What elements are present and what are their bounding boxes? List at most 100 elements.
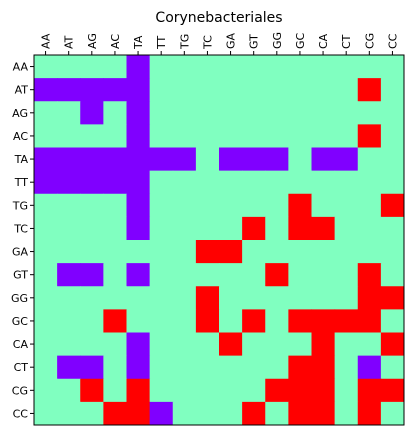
heatmap-cell-TT-GT xyxy=(242,170,266,195)
heatmap-cell-AA-AG xyxy=(80,55,104,79)
heatmap-cell-GC-CT xyxy=(334,309,359,333)
heatmap-cell-CT-GC xyxy=(288,355,312,380)
heatmap-cell-CT-TT xyxy=(149,355,174,380)
heatmap-cell-TC-CG xyxy=(357,216,382,241)
heatmap-cell-AA-CA xyxy=(311,55,336,79)
x-tick-label: AA xyxy=(40,33,53,49)
heatmap-cell-CT-AG xyxy=(80,355,104,380)
heatmap-cell-AC-CC xyxy=(380,124,405,148)
heatmap-cell-AC-TA xyxy=(126,124,151,148)
heatmap-cell-TG-AC xyxy=(103,193,127,218)
heatmap-cell-CA-TT xyxy=(149,332,174,357)
heatmap-cell-AT-CT xyxy=(334,78,359,102)
heatmap-cell-CC-TT xyxy=(149,401,174,426)
heatmap-cell-CC-TC xyxy=(195,401,220,426)
heatmap-cell-GA-AA xyxy=(34,240,58,264)
heatmap-cell-TT-GC xyxy=(288,170,312,195)
heatmap-cell-AA-TT xyxy=(149,55,174,79)
heatmap-cell-GC-TA xyxy=(126,309,151,333)
heatmap-cell-GT-AG xyxy=(80,263,104,287)
heatmap-cell-AT-GA xyxy=(219,78,243,102)
heatmap-cell-TT-AC xyxy=(103,170,127,195)
heatmap-cell-TA-CA xyxy=(311,147,336,172)
heatmap-cell-AA-CC xyxy=(380,55,405,79)
y-tick-label: CG xyxy=(12,384,28,397)
x-tick-label: TA xyxy=(132,35,145,50)
heatmap-cell-AA-GG xyxy=(265,55,289,79)
heatmap-cell-CC-GT xyxy=(242,401,266,426)
heatmap-cell-GC-AC xyxy=(103,309,127,333)
heatmap-cell-TC-CA xyxy=(311,216,336,241)
heatmap-cell-TC-GT xyxy=(242,216,266,241)
heatmap-cell-AT-AT xyxy=(57,78,81,102)
heatmap-cell-AT-TA xyxy=(126,78,151,102)
heatmap-cell-GC-GA xyxy=(219,309,243,333)
heatmap-cell-TA-TA xyxy=(126,147,151,172)
heatmap-cell-GC-AT xyxy=(57,309,81,333)
heatmap-cell-GC-GC xyxy=(288,309,312,333)
heatmap-cell-TG-TG xyxy=(172,193,197,218)
heatmap-cell-GT-GC xyxy=(288,263,312,287)
heatmap-cell-TG-AG xyxy=(80,193,104,218)
heatmap-cell-TG-GC xyxy=(288,193,312,218)
heatmap-cell-TG-GA xyxy=(219,193,243,218)
heatmap-cell-CC-GG xyxy=(265,401,289,426)
heatmap-cell-GT-TG xyxy=(172,263,197,287)
heatmap-cell-CG-GA xyxy=(219,378,243,403)
heatmap-cell-TA-GC xyxy=(288,147,312,172)
heatmap-cell-TA-AC xyxy=(103,147,127,172)
heatmap-cell-CT-TC xyxy=(195,355,220,380)
heatmap-cell-TG-TC xyxy=(195,193,220,218)
heatmap-cell-TG-AA xyxy=(34,193,58,218)
heatmap-cell-CT-CC xyxy=(380,355,405,380)
heatmap-cell-CA-GG xyxy=(265,332,289,357)
heatmap-cell-TA-CG xyxy=(357,147,382,172)
heatmap-cell-AA-TA xyxy=(126,55,151,79)
heatmap-cell-AC-CA xyxy=(311,124,336,148)
heatmap-cell-TA-AA xyxy=(34,147,58,172)
heatmap-cell-CG-TG xyxy=(172,378,197,403)
heatmap-cell-AA-AA xyxy=(34,55,58,79)
heatmap-cell-GT-AA xyxy=(34,263,58,287)
heatmap-cell-AA-GT xyxy=(242,55,266,79)
heatmap-cell-TA-TG xyxy=(172,147,197,172)
heatmap-cell-AC-GT xyxy=(242,124,266,148)
heatmap-cell-AG-GT xyxy=(242,101,266,125)
y-tick-label: AC xyxy=(13,130,28,143)
heatmap-cell-AG-CG xyxy=(357,101,382,125)
heatmap-cell-TT-GA xyxy=(219,170,243,195)
heatmap-cell-GC-AG xyxy=(80,309,104,333)
heatmap-cell-CC-GC xyxy=(288,401,312,426)
heatmap-cell-GA-GG xyxy=(265,240,289,264)
heatmap-cell-CA-AG xyxy=(80,332,104,357)
heatmap-cell-GG-AG xyxy=(80,286,104,310)
heatmap-cell-GG-TC xyxy=(195,286,220,310)
heatmap-cell-AC-GA xyxy=(219,124,243,148)
heatmap-cell-CC-AT xyxy=(57,401,81,426)
heatmap-cell-AC-AT xyxy=(57,124,81,148)
heatmap-cell-AA-AC xyxy=(103,55,127,79)
heatmap-cell-TT-CC xyxy=(380,170,405,195)
heatmap-cell-AG-TA xyxy=(126,101,151,125)
heatmap-cell-TG-GG xyxy=(265,193,289,218)
heatmap-cell-TA-GT xyxy=(242,147,266,172)
heatmap-cell-CT-GG xyxy=(265,355,289,380)
heatmap-cell-GT-CC xyxy=(380,263,405,287)
heatmap-cell-AC-AA xyxy=(34,124,58,148)
x-tick-label: AT xyxy=(63,35,76,49)
heatmap-cell-TT-AT xyxy=(57,170,81,195)
heatmap-cell-CA-CA xyxy=(311,332,336,357)
heatmap-cell-TC-AA xyxy=(34,216,58,241)
heatmap-cell-AT-TG xyxy=(172,78,197,102)
heatmap-cell-TA-CC xyxy=(380,147,405,172)
heatmap-cell-TA-TC xyxy=(195,147,220,172)
heatmap-cell-GG-CA xyxy=(311,286,336,310)
heatmap-cell-GC-TC xyxy=(195,309,220,333)
heatmap-cell-TG-TT xyxy=(149,193,174,218)
heatmap-cell-CG-AT xyxy=(57,378,81,403)
heatmap-cell-AG-TG xyxy=(172,101,197,125)
heatmap-cell-TG-CA xyxy=(311,193,336,218)
heatmap-cell-TC-GC xyxy=(288,216,312,241)
heatmap-cell-CA-TG xyxy=(172,332,197,357)
heatmap-cell-AA-CT xyxy=(334,55,359,79)
